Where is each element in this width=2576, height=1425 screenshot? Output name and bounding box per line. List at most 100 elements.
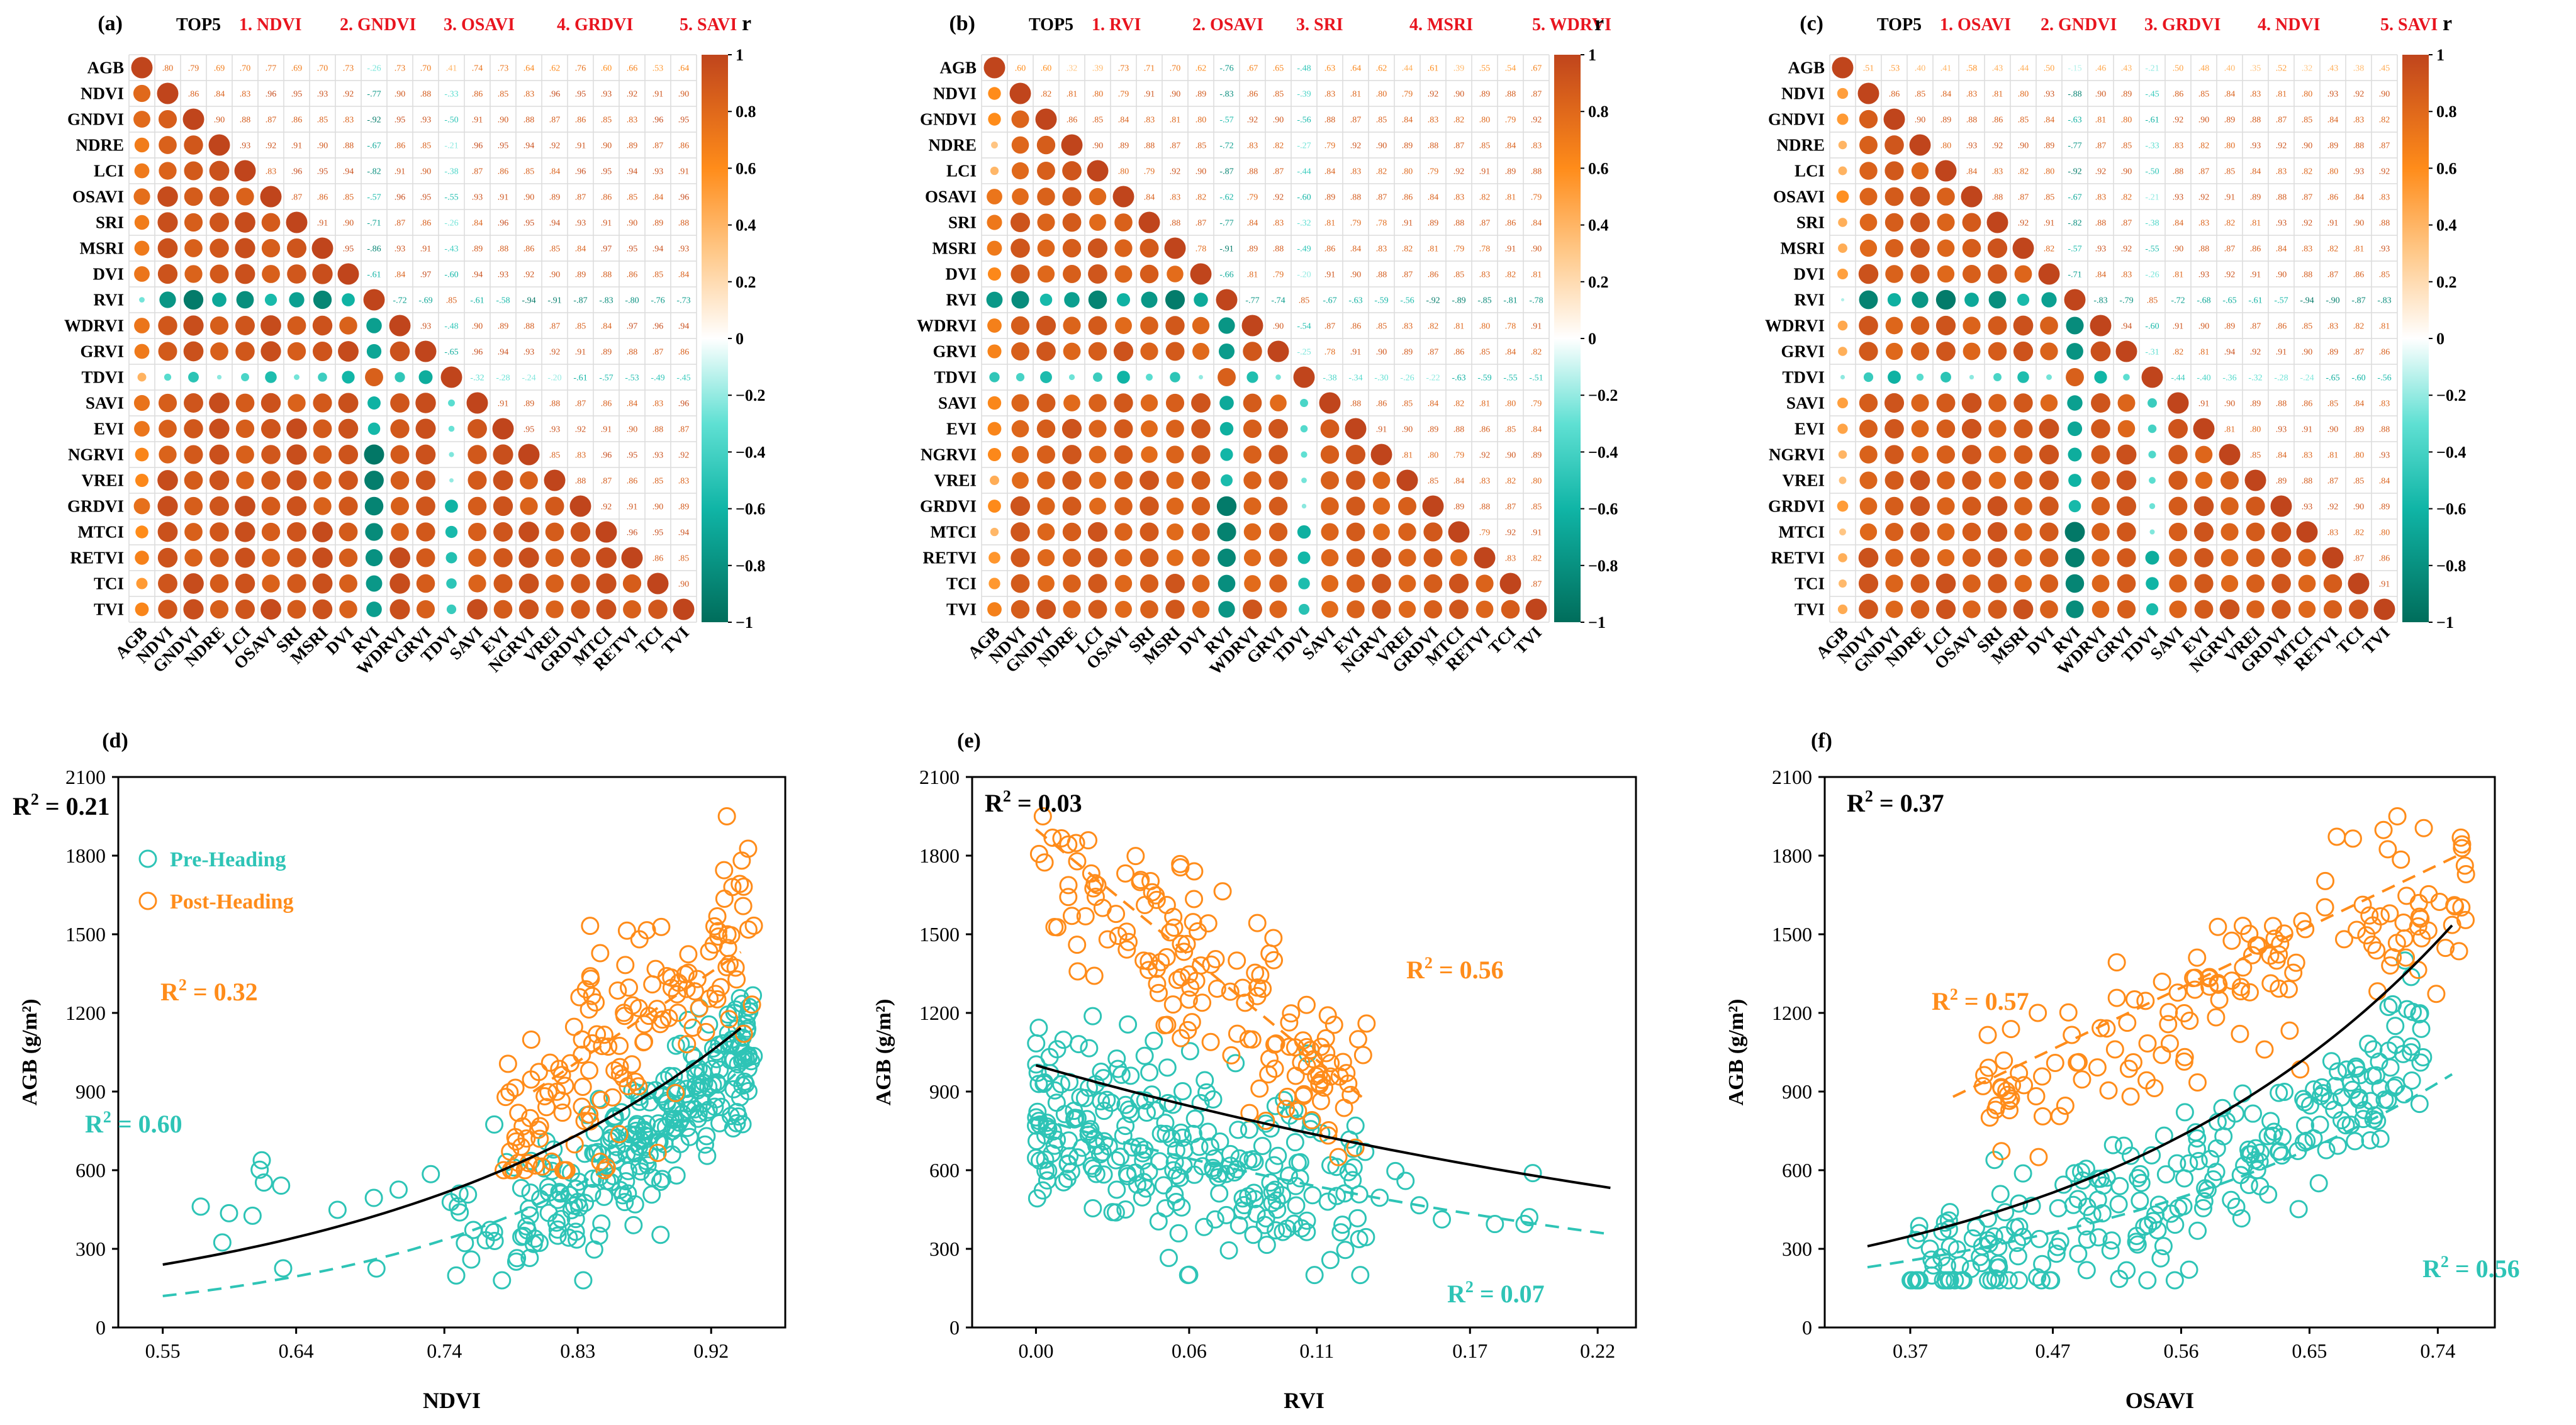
- corr-circle: [339, 600, 357, 618]
- post-heading-point: [2443, 915, 2461, 934]
- row-label-vrei: VREI: [81, 471, 124, 490]
- corr-value: .86: [1505, 219, 1516, 228]
- post-heading-point: [1357, 1014, 1376, 1033]
- corr-value: -.62: [1219, 193, 1233, 203]
- corr-circle: [294, 374, 300, 380]
- post-heading-point: [1185, 890, 1204, 908]
- post-heading-point: [1302, 1111, 1321, 1130]
- corr-circle: [1268, 445, 1288, 464]
- post-heading-point: [744, 916, 763, 935]
- pre-heading-point: [1027, 1055, 1046, 1074]
- pre-heading-point: [1230, 1149, 1249, 1168]
- pre-heading-point: [1087, 1136, 1106, 1155]
- y-tick: 600: [1782, 1159, 1812, 1182]
- corr-value: -.59: [1374, 296, 1388, 306]
- corr-value: .82: [2353, 322, 2365, 332]
- corr-circle: [1011, 522, 1030, 542]
- corr-value: .74: [472, 64, 483, 74]
- corr-value: .93: [2250, 142, 2261, 151]
- post-heading-point: [1151, 953, 1170, 971]
- corr-circle: [1068, 374, 1075, 381]
- panel-label: (a): [98, 12, 123, 35]
- row-label-ngrvi: NGRVI: [921, 445, 977, 464]
- corr-value: .86: [601, 193, 612, 203]
- post-heading-point: [1264, 929, 1283, 947]
- pre-heading-point: [1136, 1091, 1155, 1110]
- post-heading-point: [1163, 995, 1182, 1014]
- pre-heading-point: [2312, 1078, 2331, 1097]
- pre-heading-point: [2261, 1112, 2280, 1131]
- corr-circle: [390, 419, 410, 439]
- corr-value: -.32: [1297, 219, 1311, 228]
- corr-value: .96: [601, 451, 612, 461]
- post-heading-point: [1221, 982, 1240, 1001]
- corr-circle: [1269, 549, 1287, 567]
- corr-circle: [157, 82, 179, 104]
- post-heading-point: [1109, 927, 1128, 946]
- colorbar-tick: −0.2: [2436, 386, 2466, 405]
- r2-all: R2 = 0.21: [13, 790, 110, 820]
- pre-heading-point: [2042, 1271, 2061, 1290]
- post-heading-point: [530, 1117, 549, 1136]
- post-heading-point: [630, 930, 649, 949]
- corr-circle: [1910, 600, 1930, 619]
- corr-value: .86: [291, 116, 303, 125]
- corr-value: .84: [214, 90, 225, 99]
- pre-heading-point: [2235, 1156, 2254, 1175]
- post-heading-point: [2059, 1003, 2078, 1022]
- corr-circle: [1937, 497, 1955, 515]
- corr-circle: [1243, 549, 1262, 567]
- corr-value: .80: [162, 64, 174, 74]
- post-heading-point: [2456, 910, 2475, 929]
- corr-value: .91: [1479, 167, 1491, 177]
- corr-circle: [2167, 392, 2189, 414]
- row-label-dvi: DVI: [945, 265, 977, 284]
- corr-circle: [1837, 87, 1849, 99]
- post-heading-point: [2284, 963, 2303, 982]
- corr-value: -.83: [2377, 296, 2391, 306]
- pre-heading-point: [1146, 1101, 1165, 1120]
- corr-value: .83: [2353, 116, 2365, 125]
- corr-circle: [1117, 371, 1130, 384]
- corr-value: -.20: [1297, 271, 1311, 280]
- corr-value: .87: [652, 348, 664, 357]
- corr-value: -.61: [470, 296, 484, 306]
- pre-heading-point: [2069, 1244, 2088, 1263]
- corr-circle: [2091, 419, 2110, 439]
- post-heading-point: [1277, 1099, 1296, 1118]
- post-heading-point: [500, 1083, 519, 1102]
- corr-value: -.57: [2274, 296, 2288, 306]
- corr-circle: [134, 240, 150, 256]
- corr-value: .93: [1966, 142, 1978, 151]
- corr-value: .83: [652, 400, 664, 409]
- corr-value: .90: [2327, 425, 2339, 435]
- post-heading-point: [2188, 948, 2207, 967]
- corr-circle: [1016, 372, 1025, 382]
- pre-heading-point: [2028, 1268, 2047, 1287]
- corr-value: .87: [1196, 219, 1207, 228]
- pre-heading-point: [1093, 1143, 1112, 1162]
- pre-heading-point: [1265, 1156, 1284, 1175]
- corr-circle: [1063, 265, 1081, 283]
- corr-circle: [1269, 600, 1287, 618]
- pre-heading-point: [1901, 1271, 1920, 1290]
- corr-circle: [2068, 447, 2082, 462]
- post-heading-point: [532, 1157, 551, 1176]
- corr-value: .85: [1428, 477, 1439, 486]
- post-heading-point: [2209, 917, 2227, 936]
- corr-circle: [520, 497, 538, 515]
- pre-heading-point: [2010, 1271, 2029, 1290]
- colorbar-tick: 0.2: [1588, 273, 1609, 291]
- corr-value: .95: [601, 167, 612, 177]
- pre-heading-point: [1433, 1210, 1452, 1229]
- corr-value: -.83: [1219, 90, 1233, 99]
- corr-circle: [493, 444, 513, 465]
- corr-circle: [1838, 243, 1847, 253]
- colorbar-tick: 0: [2436, 330, 2444, 348]
- post-heading-point: [2159, 1015, 2178, 1034]
- corr-value: .83: [2302, 451, 2313, 461]
- colorbar-tick: −0.4: [2436, 443, 2466, 461]
- corr-circle: [366, 344, 382, 359]
- corr-circle: [1164, 237, 1186, 259]
- pre-heading-point: [1273, 1186, 1292, 1205]
